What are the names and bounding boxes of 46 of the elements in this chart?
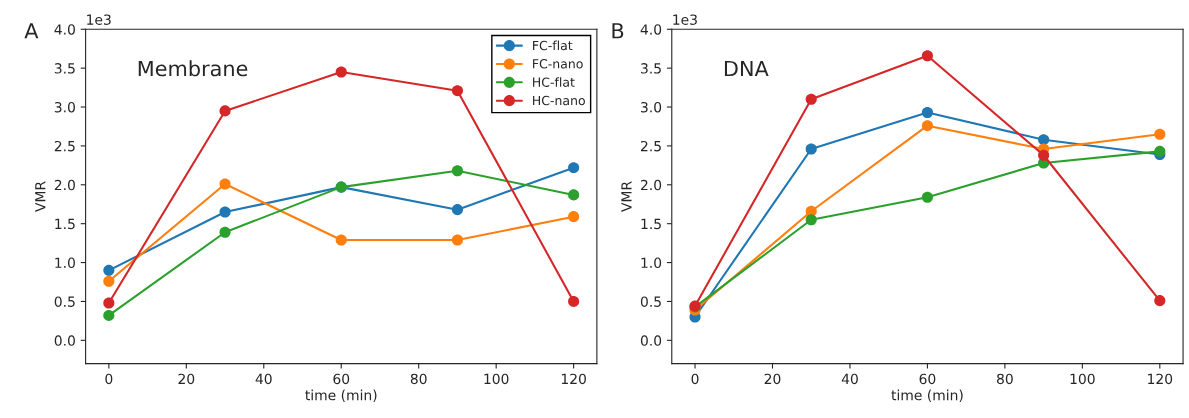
x-tick-label: 40 xyxy=(255,373,272,385)
y-tick-label: 0.0 xyxy=(54,335,75,346)
y-tick-label: 2.0 xyxy=(640,179,662,191)
legend-label: FC-nano xyxy=(533,59,583,69)
x-tick-label: 60 xyxy=(333,373,350,385)
y-tick-label: 1.5 xyxy=(55,218,75,230)
y-tick-label: 0.5 xyxy=(54,296,75,307)
x-tick-label: 40 xyxy=(841,373,858,385)
x-tick-label: 0 xyxy=(105,373,113,385)
y-axis-title: VMR xyxy=(35,181,46,212)
text: DNA xyxy=(724,60,769,77)
x-axis-title: time (min) xyxy=(891,389,963,402)
x-tick-label: 80 xyxy=(996,373,1013,385)
x-tick-label: 100 xyxy=(1070,373,1095,385)
x-tick-label: 60 xyxy=(919,373,936,385)
legend-label: HC-nano xyxy=(533,95,585,106)
text: B xyxy=(612,23,624,39)
text: A xyxy=(24,23,39,39)
y-tick-label: 2.5 xyxy=(640,140,661,152)
x-tick-label: 20 xyxy=(764,373,781,385)
y-tick-label: 4.0 xyxy=(640,24,662,35)
x-tick-label: 20 xyxy=(178,373,195,385)
x-tick-label: 0 xyxy=(691,373,699,385)
y-tick-label: 4.0 xyxy=(54,24,75,35)
y-tick-label: 1.0 xyxy=(641,257,662,269)
y-tick-label: 3.0 xyxy=(641,102,662,113)
legend-label: HC-flat xyxy=(533,77,575,87)
y-tick-label: 3.0 xyxy=(54,102,75,113)
text: 1e3 xyxy=(673,14,697,25)
legend-label: FC-flat xyxy=(533,40,573,51)
x-tick-label: 120 xyxy=(1148,373,1173,385)
y-tick-label: 1.5 xyxy=(641,218,661,230)
y-axis-title: VMR xyxy=(621,181,632,212)
y-tick-label: 3.5 xyxy=(641,63,661,74)
y-tick-label: 2.5 xyxy=(54,140,75,152)
y-tick-label: 1.0 xyxy=(55,257,75,269)
y-tick-label: 0.0 xyxy=(640,335,662,346)
y-tick-label: 2.0 xyxy=(54,179,75,191)
x-tick-label: 100 xyxy=(484,373,509,385)
y-tick-label: 3.5 xyxy=(54,63,75,74)
y-tick-label: 0.5 xyxy=(640,296,661,307)
text: 1e3 xyxy=(87,14,111,25)
x-axis-title: time (min) xyxy=(305,389,377,402)
x-tick-label: 80 xyxy=(410,373,427,385)
x-tick-label: 120 xyxy=(561,373,586,385)
text: Membrane xyxy=(138,60,248,77)
